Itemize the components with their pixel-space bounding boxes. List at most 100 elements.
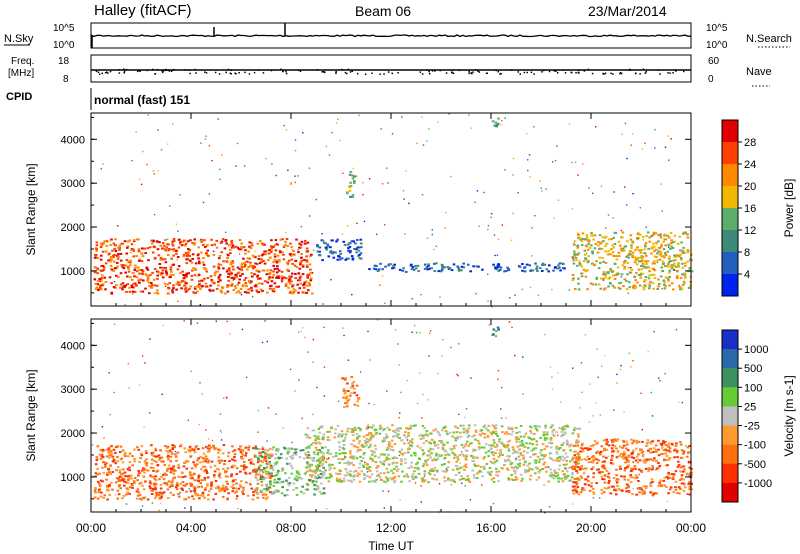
range-gate-cell bbox=[668, 447, 672, 450]
range-gate-cell bbox=[686, 493, 688, 495]
range-gate-cell bbox=[616, 373, 618, 376]
range-gate-cell bbox=[513, 472, 517, 475]
range-gate-cell bbox=[615, 447, 618, 450]
range-gate-cell bbox=[261, 451, 265, 454]
range-gate-cell bbox=[110, 452, 113, 455]
range-gate-cell bbox=[258, 473, 261, 476]
range-gate-cell bbox=[164, 247, 167, 250]
range-gate-cell bbox=[583, 489, 586, 492]
range-gate-cell bbox=[272, 290, 276, 293]
range-gate-cell bbox=[685, 445, 687, 447]
range-gate-cell bbox=[441, 355, 443, 357]
range-gate-cell bbox=[500, 408, 502, 410]
range-gate-cell bbox=[495, 443, 499, 446]
range-gate-cell bbox=[386, 479, 390, 482]
range-gate-cell bbox=[673, 269, 675, 271]
range-gate-cell bbox=[122, 494, 126, 497]
range-gate-cell bbox=[394, 329, 397, 331]
nave-dot bbox=[152, 68, 154, 71]
range-gate-cell bbox=[526, 470, 530, 473]
range-gate-cell bbox=[487, 300, 489, 302]
range-gate-cell bbox=[546, 433, 549, 436]
range-gate-cell bbox=[288, 275, 291, 278]
range-gate-cell bbox=[265, 484, 268, 487]
range-gate-cell bbox=[256, 275, 259, 278]
range-gate-cell bbox=[623, 249, 626, 252]
range-gate-cell bbox=[159, 487, 163, 490]
range-gate-cell bbox=[580, 275, 584, 278]
range-gate-cell bbox=[346, 471, 349, 474]
range-gate-cell bbox=[164, 285, 167, 287]
range-gate-cell bbox=[487, 228, 489, 231]
range-gate-cell bbox=[312, 470, 315, 473]
range-gate-cell bbox=[460, 265, 464, 268]
range-gate-cell bbox=[286, 462, 289, 465]
colorbar-tick-label: 4 bbox=[744, 269, 750, 281]
range-gate-cell bbox=[348, 245, 352, 248]
range-gate-cell bbox=[685, 472, 689, 475]
range-gate-cell bbox=[110, 481, 113, 484]
range-gate-cell bbox=[603, 460, 606, 463]
nave-dot bbox=[391, 72, 393, 75]
range-gate-cell bbox=[539, 437, 542, 439]
range-gate-cell bbox=[631, 254, 634, 257]
range-gate-cell bbox=[140, 481, 143, 484]
range-gate-cell bbox=[101, 450, 104, 453]
range-gate-cell bbox=[326, 243, 329, 246]
range-gate-cell bbox=[294, 150, 297, 152]
range-gate-cell bbox=[508, 455, 511, 458]
range-gate-cell bbox=[595, 260, 598, 263]
range-gate-cell bbox=[221, 486, 225, 489]
range-gate-cell bbox=[514, 450, 517, 453]
range-gate-cell bbox=[244, 261, 247, 263]
range-gate-cell bbox=[555, 452, 559, 455]
range-gate-cell bbox=[591, 262, 594, 265]
range-gate-cell bbox=[524, 460, 527, 463]
range-gate-cell bbox=[350, 386, 353, 389]
range-gate-cell bbox=[297, 279, 300, 282]
range-gate-cell bbox=[396, 427, 400, 430]
range-gate-cell bbox=[524, 432, 528, 435]
range-gate-cell bbox=[324, 461, 328, 463]
range-gate-cell bbox=[359, 242, 363, 245]
range-gate-cell bbox=[315, 198, 317, 201]
range-gate-cell bbox=[612, 485, 615, 488]
range-gate-cell bbox=[586, 261, 590, 264]
range-gate-cell bbox=[453, 456, 456, 459]
range-gate-cell bbox=[622, 439, 625, 442]
range-gate-cell bbox=[193, 274, 197, 277]
range-gate-cell bbox=[623, 475, 626, 478]
range-gate-cell bbox=[255, 290, 259, 293]
range-gate-cell bbox=[392, 265, 395, 268]
range-gate-cell bbox=[99, 457, 103, 460]
range-gate-cell bbox=[328, 430, 332, 433]
range-gate-cell bbox=[175, 488, 179, 491]
range-gate-cell bbox=[165, 474, 168, 476]
range-gate-cell bbox=[501, 443, 505, 446]
range-gate-cell bbox=[194, 262, 198, 265]
range-gate-cell bbox=[272, 261, 275, 264]
range-gate-cell bbox=[245, 472, 248, 475]
range-gate-cell bbox=[433, 440, 436, 443]
range-gate-cell bbox=[571, 485, 575, 488]
range-gate-cell bbox=[229, 252, 232, 254]
range-gate-cell bbox=[287, 286, 290, 289]
range-gate-cell bbox=[377, 474, 380, 477]
range-gate-cell bbox=[157, 454, 161, 457]
range-gate-cell bbox=[115, 274, 118, 277]
range-gate-cell bbox=[177, 300, 179, 303]
range-gate-cell bbox=[678, 235, 681, 238]
range-gate-cell bbox=[260, 258, 263, 261]
range-gate-cell bbox=[94, 282, 98, 285]
range-gate-cell bbox=[218, 461, 222, 464]
range-gate-cell bbox=[389, 263, 393, 266]
range-gate-cell bbox=[265, 473, 268, 475]
range-gate-cell bbox=[358, 440, 361, 443]
range-gate-cell bbox=[466, 475, 469, 478]
range-gate-cell bbox=[462, 266, 466, 269]
range-gate-cell bbox=[182, 253, 186, 256]
range-gate-cell bbox=[343, 474, 347, 477]
range-gate-cell bbox=[640, 249, 643, 252]
range-gate-cell bbox=[150, 286, 154, 289]
range-gate-cell bbox=[171, 291, 175, 294]
